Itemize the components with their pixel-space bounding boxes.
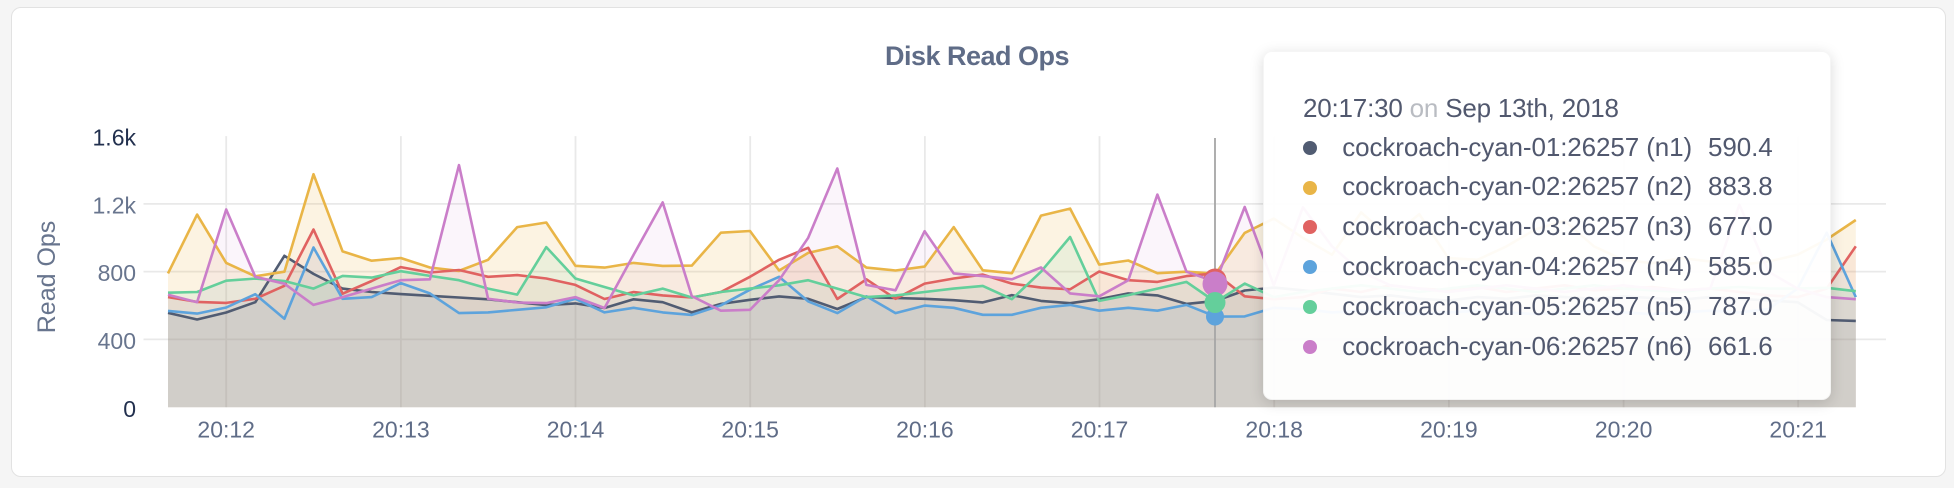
svg-text:20:16: 20:16 bbox=[896, 417, 954, 443]
svg-text:20:15: 20:15 bbox=[721, 417, 779, 443]
svg-text:20:17: 20:17 bbox=[1071, 417, 1129, 443]
svg-text:20:20: 20:20 bbox=[1595, 417, 1653, 443]
svg-text:20:13: 20:13 bbox=[372, 417, 430, 443]
svg-text:20:21: 20:21 bbox=[1769, 417, 1827, 443]
svg-text:20:12: 20:12 bbox=[197, 417, 255, 443]
svg-text:20:19: 20:19 bbox=[1420, 417, 1478, 443]
svg-text:20:18: 20:18 bbox=[1245, 417, 1303, 443]
svg-text:20:14: 20:14 bbox=[547, 417, 605, 443]
svg-text:800: 800 bbox=[98, 260, 136, 286]
svg-text:Read Ops: Read Ops bbox=[33, 221, 61, 334]
svg-text:1.2k: 1.2k bbox=[93, 192, 137, 218]
svg-text:400: 400 bbox=[98, 328, 136, 354]
svg-text:1.6k: 1.6k bbox=[93, 125, 137, 151]
svg-text:0: 0 bbox=[123, 396, 136, 422]
